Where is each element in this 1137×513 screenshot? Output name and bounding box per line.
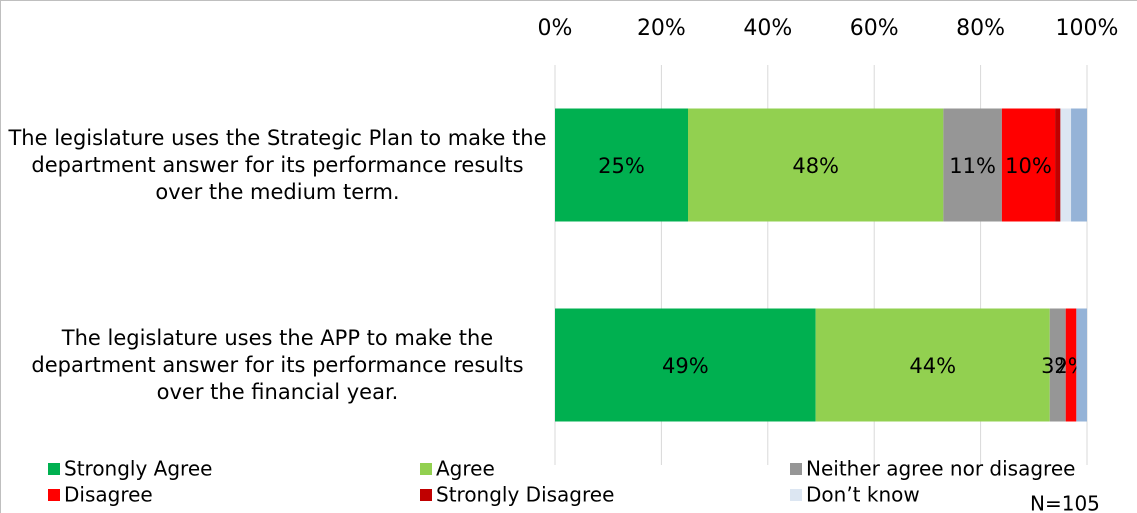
value-label: 25% bbox=[598, 154, 645, 178]
legend-swatch bbox=[420, 463, 432, 475]
bar-segment bbox=[555, 308, 816, 422]
category-label-box: The legislature uses the Strategic Plan … bbox=[8, 125, 547, 204]
value-label: 49% bbox=[662, 354, 709, 378]
value-label: 11% bbox=[949, 154, 996, 178]
category-label: The legislature uses the APP to make the… bbox=[31, 325, 524, 404]
bar-segment bbox=[1055, 108, 1061, 222]
legend-swatch bbox=[48, 489, 60, 501]
bar-segment bbox=[688, 108, 944, 222]
bar-segment bbox=[1001, 108, 1056, 222]
value-label: 48% bbox=[792, 154, 839, 178]
bar-segment bbox=[943, 108, 1002, 222]
legend-label: Strongly Agree bbox=[64, 457, 212, 481]
annotation: N=105 bbox=[1030, 492, 1100, 513]
bar-segment bbox=[1076, 308, 1087, 422]
bar-segment bbox=[555, 108, 688, 222]
legend-label: Don’t know bbox=[806, 483, 920, 507]
x-tick-label: 20% bbox=[637, 16, 686, 41]
x-tick-label: 80% bbox=[956, 16, 1005, 41]
bar-segment bbox=[1071, 108, 1087, 222]
category-label-box: The legislature uses the APP to make the… bbox=[31, 325, 524, 404]
legend-label: Neither agree nor disagree bbox=[806, 457, 1075, 481]
legend-swatch bbox=[790, 489, 802, 501]
value-label: 44% bbox=[909, 354, 956, 378]
x-tick-label: 40% bbox=[743, 16, 792, 41]
legend-swatch bbox=[48, 463, 60, 475]
legend-swatch bbox=[420, 489, 432, 501]
legend-label: Strongly Disagree bbox=[436, 483, 614, 507]
value-label: 10% bbox=[1005, 154, 1052, 178]
legend-swatch bbox=[790, 463, 802, 475]
x-tick-label: 100% bbox=[1056, 16, 1119, 41]
legend-label: Disagree bbox=[64, 483, 153, 507]
legend-label: Agree bbox=[436, 457, 495, 481]
bar-segment bbox=[1049, 308, 1066, 422]
bar-segment bbox=[815, 308, 1050, 422]
bar-segment bbox=[1065, 308, 1077, 422]
category-label: The legislature uses the Strategic Plan … bbox=[8, 125, 547, 204]
x-tick-label: 60% bbox=[850, 16, 899, 41]
bar-segment bbox=[1060, 108, 1072, 222]
x-tick-label: 0% bbox=[538, 16, 573, 41]
